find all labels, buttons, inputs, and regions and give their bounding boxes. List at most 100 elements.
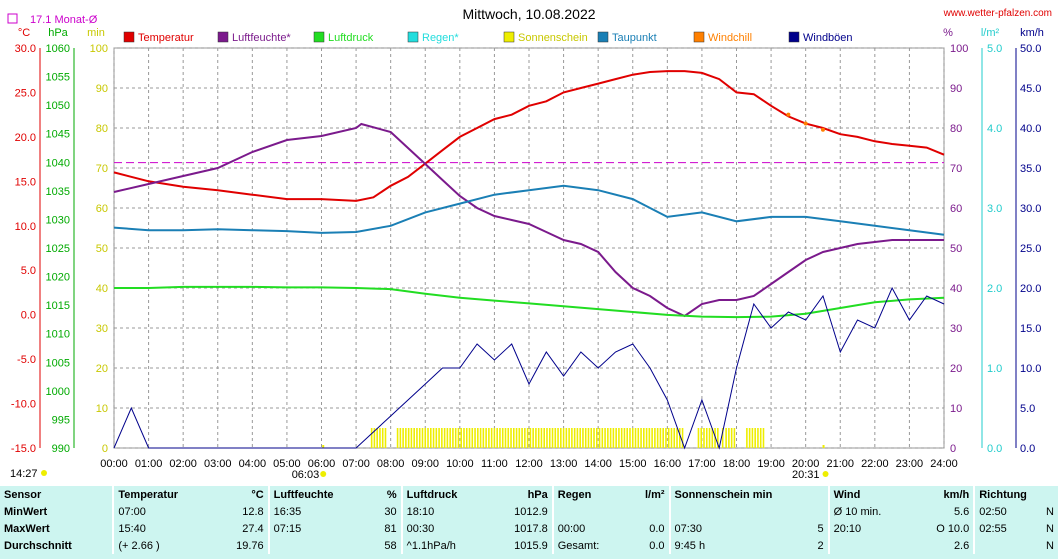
stats-row-avg: Durchschnitt (+ 2.66 ) 19.76 58 ^1.1hPa/… (0, 537, 1058, 554)
humidity-tick-label: 40 (950, 283, 962, 295)
humidity-tick-label: 100 (950, 43, 968, 55)
rain-value: 0.0 (649, 539, 665, 552)
col-sensor: Sensor (4, 488, 42, 501)
sunset-sun-icon (822, 471, 829, 477)
press-time: 18:10 (400, 503, 490, 520)
legend-swatch (788, 31, 800, 43)
legend-label: Taupunkt (612, 32, 657, 44)
pressure-tick-label: 1005 (46, 357, 70, 369)
temp-value: 12.8 (242, 505, 264, 518)
temp-tick-label: 0.0 (21, 310, 36, 322)
pressure-tick-label: 990 (52, 443, 70, 455)
col-press: Luftdruck (400, 486, 490, 503)
hum-time: 07:15 (267, 520, 371, 537)
sun-tick-label: 10 (96, 403, 108, 415)
dir-time: 02:50 (973, 503, 1033, 520)
sun-time: 9:45 h (668, 537, 785, 554)
wind-tick-label: 25.0 (1020, 243, 1041, 255)
windchill-point (820, 127, 825, 132)
x-tick-label: 13:00 (550, 458, 578, 470)
windchill-point (786, 112, 791, 117)
dir-value: N (1046, 539, 1054, 552)
humidity-tick-label: 90 (950, 83, 962, 95)
rain-tick-label: 5.0 (987, 43, 1002, 55)
hum-value: 30 (384, 505, 397, 518)
x-tick-label: 18:00 (723, 458, 751, 470)
pressure-tick-label: 1025 (46, 243, 70, 255)
x-tick-label: 04:00 (239, 458, 267, 470)
temp-tick-label: 25.0 (15, 87, 36, 99)
dir-time (973, 537, 1033, 554)
wind-tick-label: 10.0 (1020, 363, 1041, 375)
humidity-tick-label: 30 (950, 323, 962, 335)
pressure-tick-label: 1010 (46, 329, 70, 341)
humidity-tick-label: 80 (950, 123, 962, 135)
legend-label: Temperatur (138, 32, 194, 44)
stats-row-min: MinWert 07:00 12.8 16:35 30 18:10 1012.9… (0, 503, 1058, 520)
x-tick-label: 15:00 (619, 458, 647, 470)
col-rain: Regen (551, 486, 628, 503)
sun-value: 5 (817, 522, 824, 535)
x-tick-label: 11:00 (481, 458, 508, 470)
pressure-tick-label: 1030 (46, 214, 70, 226)
x-tick-label: 06:00 (308, 458, 336, 470)
x-tick-label: 07:00 (342, 458, 370, 470)
stats-table: Sensor Temperatur °C Luftfeuchte % Luftd… (0, 486, 1058, 554)
wind-tick-label: 40.0 (1020, 123, 1041, 135)
sun-tick-label: 100 (90, 43, 108, 55)
wind-value: O 10.0 (936, 522, 970, 535)
legend-swatch (693, 31, 705, 43)
row-label: Durchschnitt (4, 539, 72, 552)
wind-tick-label: 0.0 (1020, 443, 1035, 455)
series-line (113, 184, 945, 236)
col-temp-unit: °C (251, 488, 264, 501)
sun-time: 07:30 (668, 520, 785, 537)
x-tick-label: 10:00 (446, 458, 474, 470)
col-rain-unit: l/m² (644, 488, 665, 501)
press-time: ^1.1hPa/h (400, 537, 490, 554)
sun-tick-label: 40 (96, 283, 108, 295)
sunrise-label: 06:03 (292, 469, 320, 481)
pressure-tick-label: 1000 (46, 386, 70, 398)
hum-time (267, 537, 371, 554)
temp-tick-label: 5.0 (21, 265, 36, 277)
rain-value (627, 503, 669, 520)
row-label: MaxWert (4, 522, 50, 535)
wind-tick-label: 30.0 (1020, 203, 1041, 215)
sun-time (668, 503, 785, 520)
rain-time (551, 503, 628, 520)
humidity-tick-label: 60 (950, 203, 962, 215)
temp-value: 27.4 (242, 522, 264, 535)
x-tick-label: 17:00 (688, 458, 716, 470)
legend-label: Sonnenschein (518, 32, 588, 44)
humidity-tick-label: 50 (950, 243, 962, 255)
sun-tick-label: 0 (102, 443, 108, 455)
temp-tick-label: 30.0 (15, 43, 36, 55)
chart-title: Mittwoch, 10.08.2022 (462, 6, 596, 22)
windchill-point (803, 121, 808, 126)
daylength-label: 14:27 (10, 468, 38, 480)
col-wind-unit: km/h (943, 488, 970, 501)
pressure-tick-label: 1045 (46, 129, 70, 141)
sun-tick-label: 60 (96, 203, 108, 215)
site-link[interactable]: www.wetter-pfalzen.com (943, 8, 1052, 19)
sunrise-sun-icon (320, 471, 327, 477)
hum-value: 81 (384, 522, 397, 535)
wind-tick-label: 45.0 (1020, 83, 1041, 95)
x-tick-label: 20:00 (792, 458, 820, 470)
x-tick-label: 22:00 (861, 458, 889, 470)
legend-label: Regen* (422, 32, 459, 44)
x-tick-label: 05:00 (273, 458, 301, 470)
temp-unit-label: °C (18, 27, 30, 39)
legend-swatch (407, 31, 419, 43)
col-press-unit: hPa (527, 488, 548, 501)
series-line (114, 285, 945, 319)
hum-time: 16:35 (267, 503, 371, 520)
temp-value: 19.76 (236, 539, 264, 552)
wind-tick-label: 15.0 (1020, 323, 1041, 335)
rain-unit-label: l/m² (981, 27, 1000, 39)
sun-tick-label: 30 (96, 323, 108, 335)
min-unit-label: min (87, 27, 105, 39)
x-tick-label: 09:00 (411, 458, 439, 470)
temp-tick-label: -10.0 (11, 399, 36, 411)
